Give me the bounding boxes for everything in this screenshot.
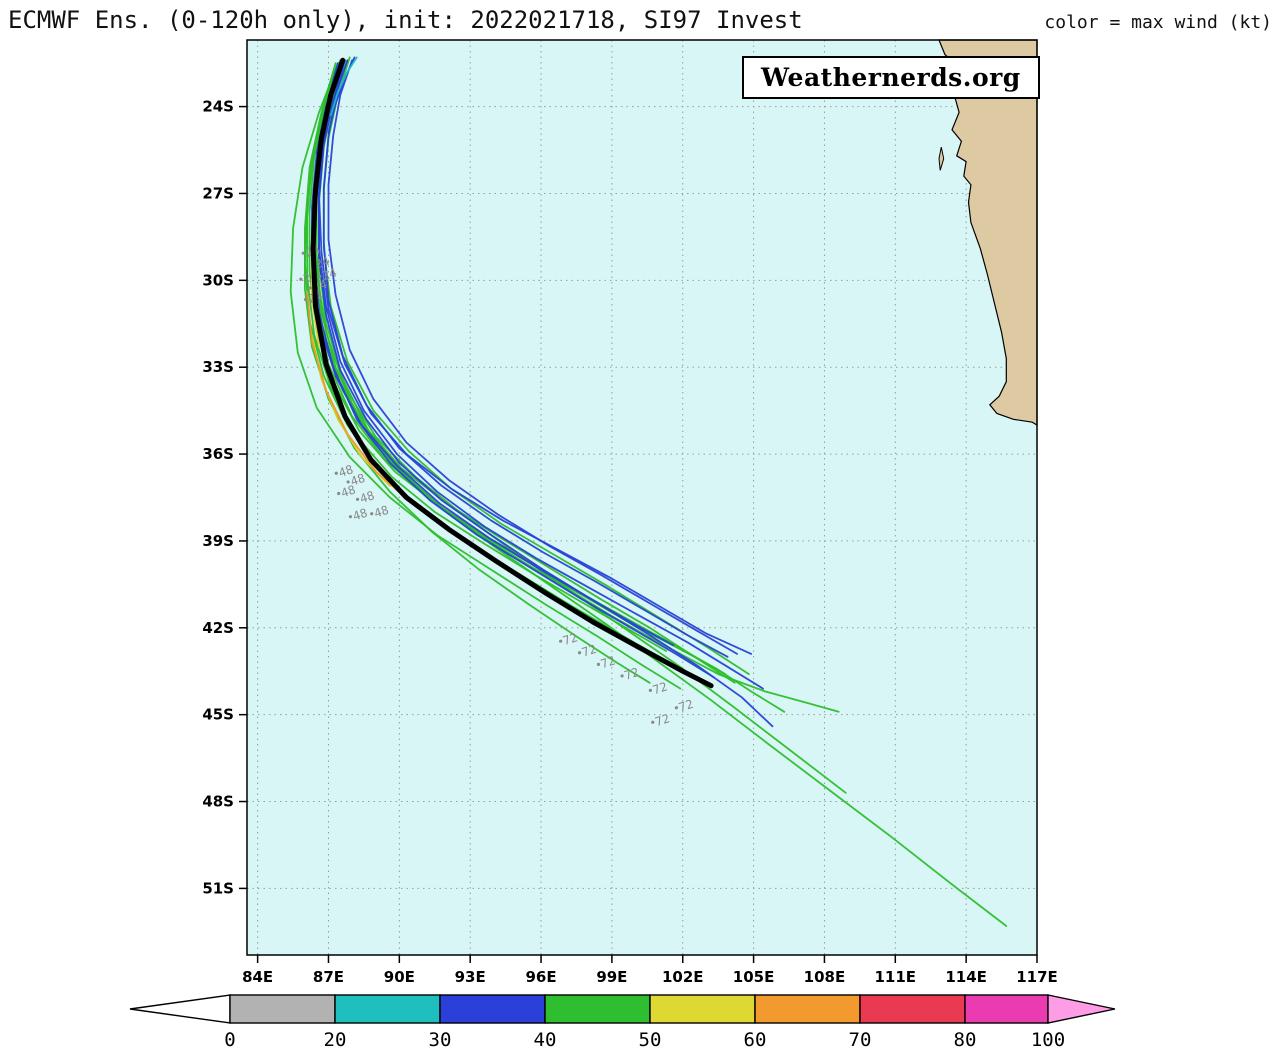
colorbar-value-label: 20 [324,1029,347,1051]
ensemble-track [289,62,682,690]
lat-tick-label: 48S [202,793,234,811]
lon-tick-label: 105E [733,968,775,986]
map-frame [246,39,1038,956]
ensemble-track [306,290,410,502]
hour-label: 72 [580,642,598,660]
chart-header: ECMWF Ens. (0-120h only), init: 20220217… [8,6,1272,34]
ensemble-track [327,59,738,655]
lon-tick-label: 96E [525,968,556,986]
hour-label: 24 [313,254,331,272]
hour-marker [301,251,305,255]
lon-tick-label: 108E [804,968,846,986]
ensemble-track [329,56,358,117]
hour-marker [596,662,601,666]
lat-tick-label: 51S [202,879,234,897]
hour-marker [674,706,678,710]
lat-tick-label: 33S [202,358,234,376]
colorbar-value-label: 40 [534,1029,557,1051]
mean-track [310,57,714,689]
colorbar-value-label: 30 [429,1029,452,1051]
hour-marker [370,512,374,516]
hour-label: 72 [651,679,669,697]
colorbar-left-arrow [129,994,231,1024]
colorbar-segment [649,994,756,1024]
colorbar-value-label: 80 [954,1029,977,1051]
colorbar-value-label: 50 [639,1029,662,1051]
lat-tick-label: 36S [202,445,234,463]
hour-label: 48 [349,471,367,489]
lon-tick-label: 99E [596,968,627,986]
hour-marker [346,480,350,484]
hour-marker [577,651,582,655]
map-background [247,40,1037,955]
lon-tick-label: 102E [662,968,704,986]
lon-tick-label: 90E [384,968,415,986]
hour-label: 24 [320,265,338,283]
colorbar-segment [859,994,966,1024]
hour-marker [334,471,338,475]
hour-label: 48 [339,483,357,501]
hour-marker [651,720,655,724]
lat-tick-label: 39S [202,532,234,550]
colorbar-right-arrow [1047,994,1116,1024]
colorbar-segment [964,994,1049,1024]
landmass-australia [938,39,1038,427]
hour-label: 72 [677,697,695,715]
hour-marker [559,639,563,643]
lon-tick-label: 84E [242,968,273,986]
lon-tick-label: 111E [875,968,917,986]
hour-marker [337,491,341,496]
colorbar-segment [754,994,861,1024]
lat-tick-label: 42S [202,619,234,637]
hour-label: 48 [372,503,390,521]
colorbar-value-label: 0 [224,1029,235,1051]
lon-tick-label: 87E [313,968,344,986]
hour-label: 72 [561,630,579,648]
colorbar-segment [334,994,441,1024]
ensemble-track [303,62,651,684]
hour-marker [355,497,360,501]
lat-tick-label: 24S [202,98,234,116]
colorbar-value-label: 60 [744,1029,767,1051]
hour-marker [299,277,303,281]
colorbar-value-label: 70 [849,1029,872,1051]
hour-label: 72 [599,653,617,671]
hour-label: 48 [358,488,376,506]
ensemble-track [318,59,753,655]
ensemble-track [310,62,675,647]
colorbar-segment [439,994,546,1024]
hour-label: 72 [623,665,641,683]
island [938,146,945,171]
lon-tick-label: 93E [455,968,486,986]
watermark-text: Weathernerds.org [761,63,1021,92]
hour-marker [303,297,308,302]
hour-marker [308,286,312,290]
hour-marker [620,674,624,678]
colorbar-value-label: 100 [1031,1029,1065,1051]
chart-title: ECMWF Ens. (0-120h only), init: 20220217… [8,6,803,34]
hour-label: 48 [337,462,355,480]
lat-tick-label: 45S [202,706,234,724]
lat-tick-label: 27S [202,184,234,202]
hour-label: 48 [351,506,369,524]
hour-label: 72 [653,711,671,729]
lon-tick-label: 117E [1016,968,1058,986]
hour-marker [348,515,353,519]
watermark-box: Weathernerds.org [742,56,1040,99]
colorbar-caption: color = max wind (kt) [1044,12,1272,33]
colorbar-segment [229,994,336,1024]
hour-marker [648,688,652,692]
colorbar-segment [544,994,651,1024]
lon-tick-label: 114E [945,968,987,986]
hour-marker [318,274,322,278]
lat-tick-label: 30S [202,271,234,289]
